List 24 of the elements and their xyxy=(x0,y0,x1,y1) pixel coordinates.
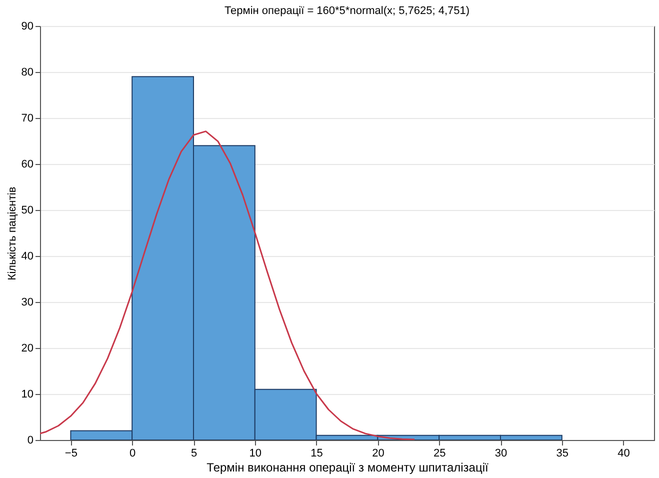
x-tick-label: 15 xyxy=(310,448,323,460)
y-tick-label: 60 xyxy=(21,158,34,170)
x-tick-label: 10 xyxy=(249,448,262,460)
y-tick-label: 10 xyxy=(21,388,34,400)
y-tick-label: 90 xyxy=(21,20,34,32)
y-tick-label: 40 xyxy=(21,250,34,262)
y-tick-label: 80 xyxy=(21,66,34,78)
x-tick-label: 35 xyxy=(556,448,569,460)
x-tick-label: −5 xyxy=(64,448,78,460)
x-tick-label: 5 xyxy=(190,448,198,460)
y-tick-label: 70 xyxy=(21,112,34,124)
x-tick-label: 20 xyxy=(372,448,384,460)
y-tick-label: 50 xyxy=(21,204,34,216)
y-tick-label: 0 xyxy=(27,434,34,446)
y-tick-label: 30 xyxy=(21,296,34,308)
x-axis-title: Термін виконання операції з моменту шпиталізації xyxy=(206,460,489,474)
chart-title: Термін операції = 160*5*normal(x; 5,7625; 4,751) xyxy=(224,5,470,17)
x-tick-label: 25 xyxy=(433,448,446,460)
x-tick-label: 30 xyxy=(494,448,508,460)
y-tick-label: 20 xyxy=(21,342,34,354)
line-series xyxy=(40,130,416,440)
x-tick-label: 0 xyxy=(130,448,136,460)
y-axis-title: Кількість пацієнтів xyxy=(6,186,18,280)
x-tick-label: 40 xyxy=(618,448,630,460)
